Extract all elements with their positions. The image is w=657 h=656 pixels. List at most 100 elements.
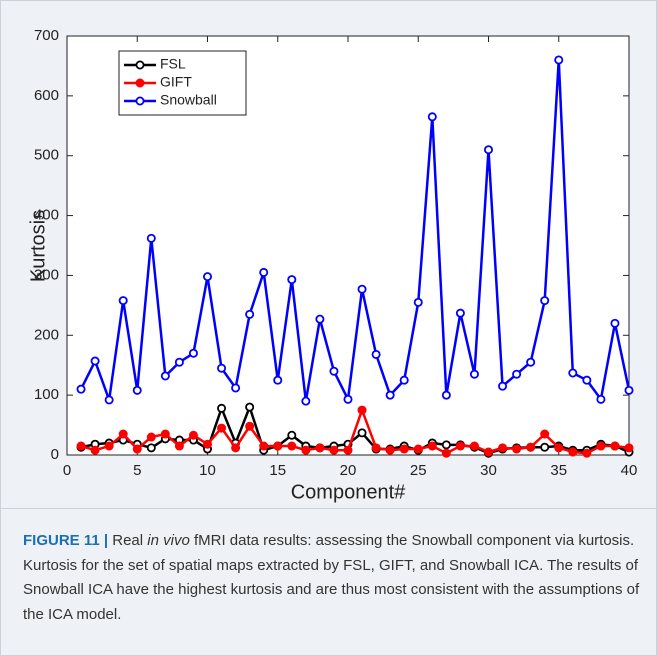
chart: Component# Kurtosis 01002003004005006007… <box>27 27 638 503</box>
point <box>217 423 227 433</box>
point <box>329 445 339 455</box>
y-tick-label: 300 <box>34 266 59 283</box>
point <box>231 383 241 393</box>
point <box>146 233 156 243</box>
point <box>357 405 367 415</box>
axes-box <box>66 35 630 456</box>
y-tick-label: 400 <box>34 207 59 224</box>
point <box>301 396 311 406</box>
legend-marker <box>135 78 145 88</box>
point <box>273 441 283 451</box>
point <box>90 356 100 366</box>
caption-text: fMRI data results: assessing the Snowbal… <box>23 532 640 623</box>
point <box>455 308 465 318</box>
x-axis-label: Component# <box>291 481 406 503</box>
x-tick-label: 30 <box>480 462 497 479</box>
point <box>413 444 423 454</box>
point <box>526 357 536 367</box>
point <box>287 275 297 285</box>
y-tick-label: 100 <box>34 386 59 403</box>
point <box>427 441 437 451</box>
point <box>582 448 592 458</box>
point <box>624 443 634 453</box>
point <box>132 385 142 395</box>
point <box>118 296 128 306</box>
point <box>287 430 297 440</box>
point <box>174 441 184 451</box>
point <box>568 447 578 457</box>
point <box>469 441 479 451</box>
y-tick-label: 600 <box>34 87 59 104</box>
series-line <box>80 406 630 455</box>
point <box>610 318 620 328</box>
point <box>245 421 255 431</box>
point <box>540 429 550 439</box>
point <box>259 267 269 277</box>
point <box>483 145 493 155</box>
point <box>483 447 493 457</box>
point <box>596 394 606 404</box>
point <box>624 385 634 395</box>
y-tick-label: 700 <box>34 27 59 44</box>
point <box>554 443 564 453</box>
point <box>76 441 86 451</box>
point <box>610 441 620 451</box>
point <box>188 348 198 358</box>
point <box>273 375 283 385</box>
point <box>343 394 353 404</box>
x-tick-label: 10 <box>199 462 216 479</box>
point <box>118 429 128 439</box>
point <box>596 441 606 451</box>
point <box>104 395 114 405</box>
caption: FIGURE 11 | Real in vivo fMRI data resul… <box>23 529 643 627</box>
point <box>554 55 564 65</box>
point <box>217 403 227 413</box>
point <box>315 314 325 324</box>
point <box>357 428 367 438</box>
point <box>231 443 241 453</box>
point <box>526 442 536 452</box>
x-tick-label: 5 <box>133 462 141 479</box>
x-tick-label: 0 <box>63 462 71 479</box>
point <box>399 444 409 454</box>
point <box>441 390 451 400</box>
point <box>202 272 212 282</box>
point <box>259 441 269 451</box>
point <box>413 297 423 307</box>
point <box>160 371 170 381</box>
point <box>441 440 451 450</box>
point <box>469 369 479 379</box>
point <box>540 442 550 452</box>
point <box>371 443 381 453</box>
point <box>512 369 522 379</box>
y-tick-label: 200 <box>34 326 59 343</box>
point <box>245 402 255 412</box>
point <box>568 368 578 378</box>
point <box>287 441 297 451</box>
x-tick-label: 15 <box>269 462 286 479</box>
caption-italic: in vivo <box>147 532 190 549</box>
point <box>455 441 465 451</box>
legend-label: GIFT <box>160 74 192 90</box>
caption-text: Real <box>112 532 148 549</box>
legend-marker <box>135 60 145 70</box>
point <box>174 357 184 367</box>
point <box>245 309 255 319</box>
y-axis-label: Kurtosis <box>27 210 49 282</box>
point <box>512 444 522 454</box>
point <box>357 284 367 294</box>
legend-marker <box>135 96 145 106</box>
legend-label: Snowball <box>160 92 217 108</box>
point <box>540 296 550 306</box>
x-tick-label: 40 <box>621 462 638 479</box>
point <box>146 432 156 442</box>
point <box>399 375 409 385</box>
point <box>132 444 142 454</box>
point <box>427 112 437 122</box>
x-tick-label: 20 <box>340 462 357 479</box>
point <box>90 445 100 455</box>
point <box>385 445 395 455</box>
series-line <box>79 59 631 404</box>
point <box>202 439 212 449</box>
point <box>498 443 508 453</box>
